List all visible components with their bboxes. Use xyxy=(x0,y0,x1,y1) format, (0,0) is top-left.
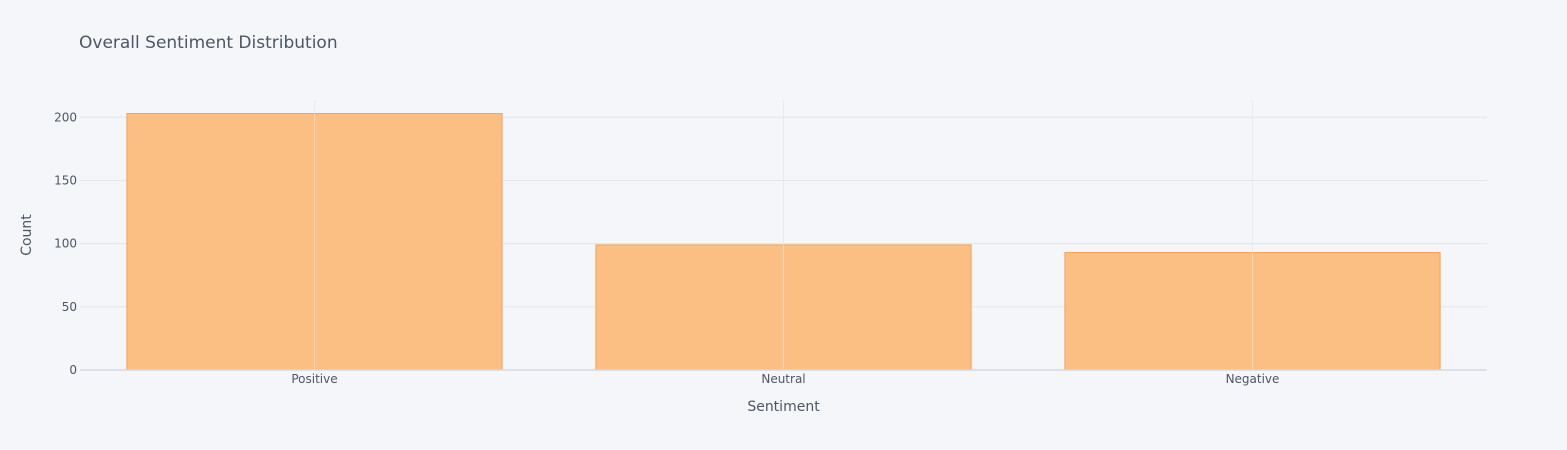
y-tick-label: 100 xyxy=(54,237,77,251)
y-tick-label: 150 xyxy=(54,173,77,187)
x-tick-label: Positive xyxy=(291,372,337,386)
y-axis-title: Count xyxy=(19,214,35,256)
y-tick-label: 200 xyxy=(54,110,77,124)
chart-title: Overall Sentiment Distribution xyxy=(79,33,338,53)
x-tick-label: Negative xyxy=(1226,372,1280,386)
y-tick-label: 0 xyxy=(69,363,77,377)
y-tick-label: 50 xyxy=(62,300,77,314)
x-axis-title: Sentiment xyxy=(747,399,820,415)
x-tick-label: Neutral xyxy=(761,372,805,386)
